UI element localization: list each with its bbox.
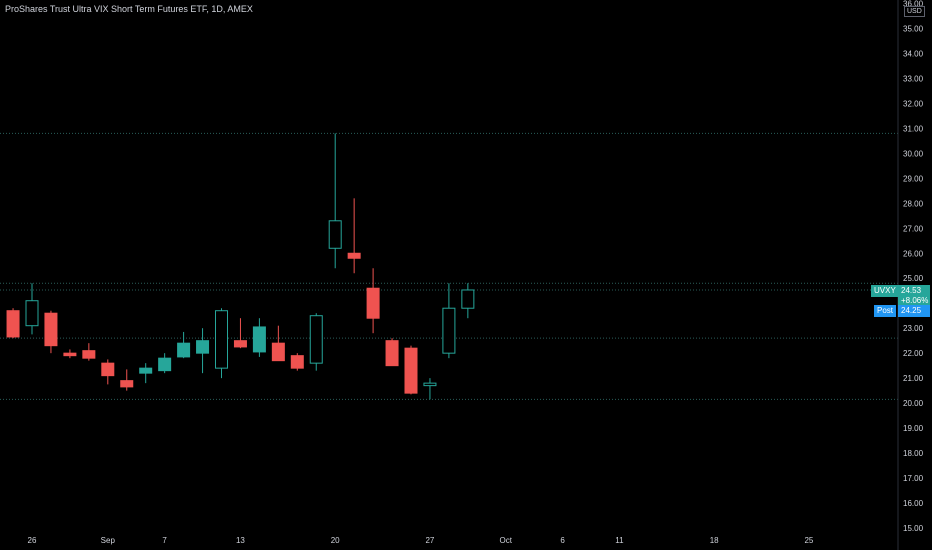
symbol-badge[interactable]: UVXY [871,285,899,297]
post-label-badge: Post [874,305,897,317]
price-tick-label: 36.00 [903,0,924,9]
candle [461,283,475,319]
price-tick-label: 35.00 [903,24,924,33]
time-tick-label: Sep [101,536,116,545]
price-tick-label: 27.00 [903,224,924,233]
candle-body [44,312,58,347]
price-tick-label: 33.00 [903,74,924,83]
candle [233,318,247,349]
candle [120,369,134,391]
candle [158,353,172,374]
candle [271,325,285,362]
time-tick-label: 7 [162,536,167,545]
candle-body [385,340,399,367]
candle-body [101,362,115,377]
post-price-badge: 24.25 [898,305,930,317]
price-tick-label: 16.00 [903,499,924,508]
candles [6,133,475,400]
price-tick-label: 22.00 [903,349,924,358]
price-change: +8.06% [901,296,929,305]
time-tick-label: 6 [560,536,565,545]
candle-body [177,342,191,358]
candle [177,331,191,359]
price-tick-label: 34.00 [903,49,924,58]
candle-body [215,310,228,369]
candle-body [442,307,456,354]
candle [442,283,456,359]
candle-body [328,220,342,249]
candle [196,328,210,374]
time-axis[interactable]: 26 Sep 7 13 20 27 Oct 6 11 18 25 [28,536,814,545]
time-tick-label: Oct [500,536,513,545]
candle-body [461,289,475,309]
candle [252,318,266,357]
candle-body [271,342,285,362]
candle-body [25,300,39,327]
time-tick-label: 11 [615,536,624,545]
price-tick-label: 23.00 [903,324,924,333]
time-tick-label: 13 [236,536,245,545]
price-tick-label: 15.00 [903,524,924,533]
candle-body [6,310,20,338]
candle [328,133,342,269]
candle-body [139,367,153,374]
candle-body [196,340,210,354]
candle-body [63,352,77,357]
candle [63,349,77,359]
candle-body [309,315,323,364]
candle [25,283,39,335]
candle-body [120,380,134,388]
candle-body [366,287,380,319]
candle [101,359,115,385]
candle-body [233,340,247,348]
last-price-badge: 24.53 +8.06% [898,285,930,307]
candle-body [82,350,96,359]
time-tick-label: 26 [28,536,37,545]
candle [215,308,228,379]
candle [290,353,304,371]
candle-body [423,382,437,387]
horizontal-levels [0,132,898,400]
chart-title: ProShares Trust Ultra VIX Short Term Fut… [5,4,253,14]
candle [347,198,361,274]
price-tick-label: 31.00 [903,124,924,133]
candle [44,310,58,354]
price-tick-label: 32.00 [903,99,924,108]
price-tick-label: 21.00 [903,374,924,383]
time-tick-label: 20 [331,536,340,545]
candle-body [158,357,172,372]
price-tick-label: 20.00 [903,399,924,408]
price-tick-label: 19.00 [903,424,924,433]
candle-body [290,355,304,369]
price-tick-label: 30.00 [903,149,924,158]
candle [366,268,380,334]
price-tick-label: 17.00 [903,474,924,483]
price-axis[interactable]: 15.00 16.00 17.00 18.00 19.00 20.00 21.00 22.00… [903,0,924,533]
currency-badge: USD [904,6,925,17]
candle [309,313,323,371]
candle [82,343,96,361]
candle-body [347,252,361,259]
candle [6,308,20,339]
price-tick-label: 28.00 [903,199,924,208]
candle [139,363,153,384]
price-tick-label: 18.00 [903,449,924,458]
candle [423,378,437,400]
price-tick-label: 29.00 [903,174,924,183]
time-tick-label: 25 [804,536,813,545]
price-tick-label: 25.00 [903,274,924,283]
candle-body [404,347,418,394]
time-tick-label: 27 [425,536,434,545]
time-tick-label: 18 [710,536,719,545]
candle-body [252,326,266,353]
candle [385,338,399,367]
price-tick-label: 26.00 [903,249,924,258]
candle [404,345,418,395]
last-price: 24.53 [901,286,922,295]
